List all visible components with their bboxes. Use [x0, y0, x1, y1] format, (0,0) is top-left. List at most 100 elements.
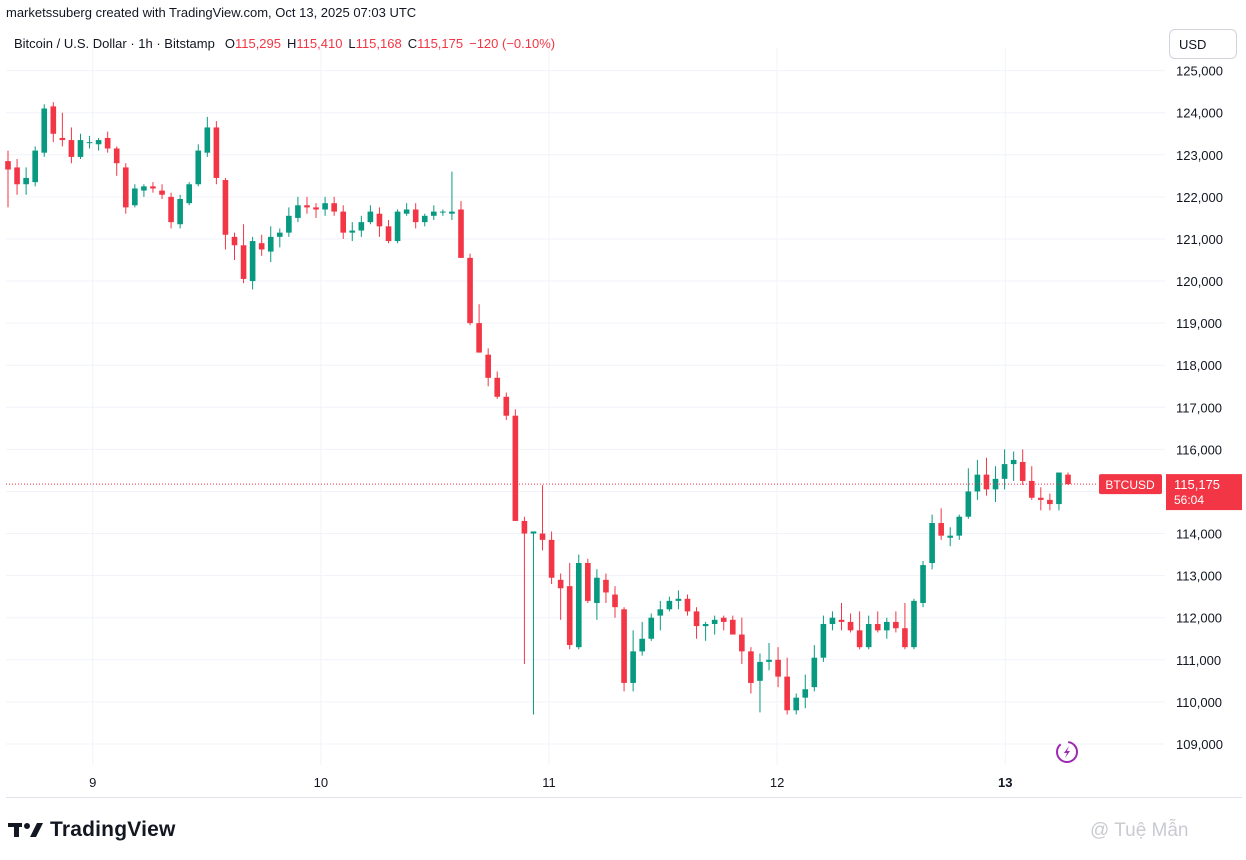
- candle-up: [974, 474, 981, 492]
- candle-down: [304, 205, 310, 208]
- candle-down: [150, 186, 156, 189]
- candle-down: [485, 354, 491, 378]
- candle-down: [458, 209, 464, 258]
- candle-down: [566, 586, 573, 646]
- candle-up: [992, 478, 999, 490]
- price-badge: [1166, 474, 1242, 511]
- candle-up: [440, 211, 446, 213]
- candle-down: [521, 520, 528, 534]
- candle-down: [1038, 497, 1044, 500]
- candle-up: [141, 186, 147, 191]
- y-tick-label: 114,000: [1176, 527, 1222, 542]
- tradingview-logo-icon: [8, 823, 43, 837]
- brand-text: TradingView: [50, 818, 176, 841]
- candle-down: [494, 377, 501, 397]
- candle-down: [213, 127, 220, 178]
- x-tick-label: 10: [314, 775, 328, 790]
- candle-up: [394, 211, 401, 242]
- candle-down: [376, 213, 383, 227]
- candle-up: [575, 563, 582, 648]
- candle-down: [548, 539, 555, 578]
- candle-up: [865, 624, 872, 648]
- candle-up: [965, 491, 972, 517]
- candle-down: [331, 203, 337, 212]
- x-tick-label: 12: [770, 775, 784, 790]
- candle-up: [1056, 472, 1062, 505]
- candle-down: [1047, 499, 1053, 505]
- candle-down: [168, 196, 174, 223]
- candle-up: [766, 659, 772, 662]
- candle-down: [874, 624, 881, 631]
- candle-down: [59, 137, 66, 141]
- y-tick-label: 112,000: [1176, 611, 1222, 626]
- symbol-description[interactable]: Bitcoin / U.S. Dollar · 1h · Bitstamp: [14, 36, 215, 51]
- candle-up: [41, 108, 48, 153]
- candle-down: [385, 226, 392, 242]
- candle-up: [177, 198, 183, 225]
- y-tick-label: 119,000: [1176, 316, 1222, 331]
- candle-down: [585, 563, 591, 601]
- candle-down: [467, 257, 473, 324]
- x-tick-label: 9: [89, 775, 96, 790]
- candle-down: [775, 659, 781, 677]
- y-tick-label: 116,000: [1176, 442, 1222, 457]
- y-tick-label: 123,000: [1176, 148, 1223, 163]
- x-tick-label: 11: [542, 775, 556, 790]
- candle-up: [77, 140, 84, 157]
- candle-down: [1028, 480, 1035, 498]
- candle-up: [23, 177, 29, 185]
- candle-down: [313, 207, 319, 210]
- candle-up: [132, 188, 138, 206]
- close-label: C: [407, 36, 418, 51]
- candle-down: [340, 211, 347, 233]
- candle-up: [1001, 464, 1008, 479]
- currency-button[interactable]: USD: [1169, 29, 1237, 59]
- high-value: 115,410: [296, 36, 343, 51]
- candle-up: [920, 565, 926, 603]
- y-tick-label: 109,000: [1176, 737, 1223, 752]
- candle-up: [276, 232, 283, 237]
- y-tick-label: 124,000: [1176, 106, 1223, 121]
- candle-down: [258, 243, 265, 250]
- realtime-icon[interactable]: [1056, 741, 1078, 763]
- candle-up: [947, 535, 954, 538]
- candle-down: [720, 617, 727, 622]
- price-chart[interactable]: 109,000 110,000 111,000 112,000 113,000 114,0…: [0, 0, 1246, 800]
- candle-down: [983, 474, 990, 490]
- candle-up: [929, 523, 935, 563]
- candle-down: [902, 628, 908, 648]
- candle-up: [956, 516, 963, 536]
- candle-up: [675, 598, 682, 601]
- tradingview-brand[interactable]: TradingView: [8, 818, 176, 842]
- candle-down: [512, 415, 519, 521]
- chart-bottom-border: [6, 797, 1242, 798]
- candle-down: [240, 245, 247, 279]
- candle-up: [295, 205, 301, 218]
- candle-up: [811, 657, 818, 688]
- candle-down: [938, 523, 944, 536]
- candle-down: [104, 137, 111, 149]
- candle-down: [684, 598, 691, 612]
- y-tick-label: 111,000: [1176, 653, 1221, 668]
- candle-up: [702, 624, 709, 627]
- candle-up: [793, 697, 800, 711]
- candle-up: [639, 638, 645, 652]
- candle-up: [657, 609, 664, 616]
- candle-up: [431, 211, 437, 216]
- x-tick-label: 13: [998, 775, 1012, 790]
- candle-down: [1065, 474, 1071, 485]
- symbol-tag-text: BTCUSD: [1105, 478, 1155, 492]
- creator-line: marketssuberg created with TradingView.c…: [6, 5, 417, 20]
- candle-up: [757, 661, 763, 681]
- candle-up: [648, 617, 655, 639]
- y-tick-label: 117,000: [1176, 400, 1222, 415]
- candle-up: [820, 624, 827, 658]
- y-tick-label: 120,000: [1176, 274, 1223, 289]
- candle-up: [358, 222, 365, 231]
- change-value: −120 (−0.10%): [469, 36, 556, 51]
- price-badge-countdown: 56:04: [1174, 493, 1204, 507]
- candle-down: [412, 209, 419, 223]
- candle-up: [883, 621, 890, 631]
- candle-down: [693, 611, 700, 627]
- high-label: H: [287, 36, 297, 51]
